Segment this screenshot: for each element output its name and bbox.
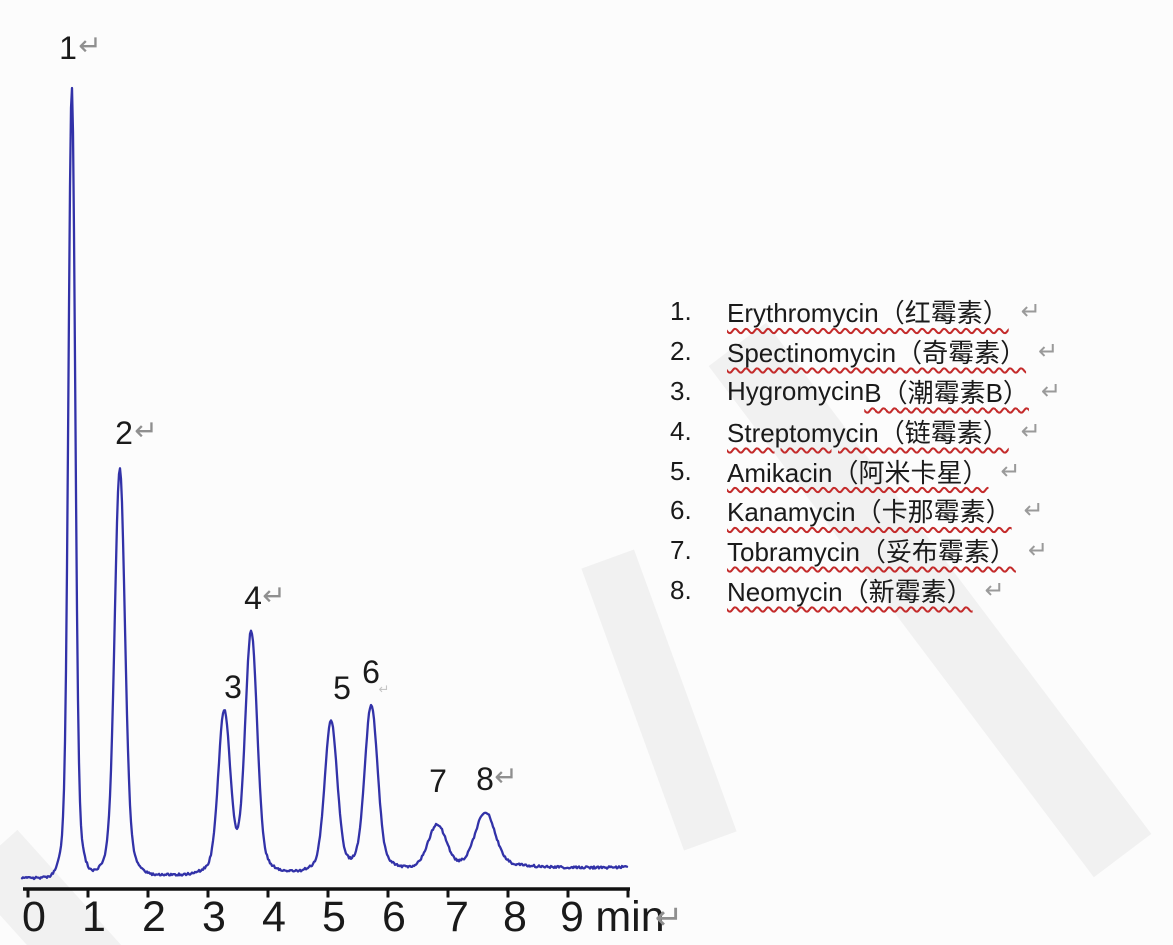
legend-item-number: 6. <box>670 495 692 526</box>
legend-item-number: 1. <box>670 296 692 327</box>
legend-item-number: 3. <box>670 375 692 406</box>
return-mark-icon: ↵ <box>984 576 1005 604</box>
legend-item-text: Spectinomycin（奇霉素） <box>727 338 1027 369</box>
x-tick-label-2: 2 <box>142 893 166 941</box>
x-tick-label-1: 1 <box>82 893 106 941</box>
x-tick-label-0: 0 <box>22 893 46 941</box>
return-mark-icon: ↵ <box>1038 338 1059 366</box>
x-axis-unit-label: min <box>595 893 665 941</box>
x-tick-label-7: 7 <box>445 893 469 941</box>
return-mark-icon: ↵ <box>1020 298 1041 326</box>
return-mark-icon: ↵ <box>1000 457 1021 485</box>
legend-item-5: 5. Amikacin（阿米卡星） ↵ <box>670 451 1061 491</box>
return-mark-icon: ↵ <box>262 580 286 611</box>
peak-label-5: 5 <box>333 670 351 706</box>
legend-item-number: 2. <box>670 336 692 367</box>
x-tick-label-8: 8 <box>503 893 527 941</box>
legend-item-plain-text: Hygromycin <box>727 375 865 406</box>
legend-item-number: 5. <box>670 455 692 486</box>
legend-item-7: 7. Tobramycin（妥布霉素） ↵ <box>670 531 1061 571</box>
legend-list: 1. Erythromycin（红霉素） ↵ 2. Spectinomycin（奇霉素… <box>670 292 1061 610</box>
peak-label-2: 2 <box>115 415 133 451</box>
peak-label-3: 3 <box>224 669 242 705</box>
legend-item-text: Erythromycin（红霉素） <box>727 298 1009 329</box>
peak-label-1: 1 <box>59 30 77 66</box>
legend-item-text: Streptomycin（链霉素） <box>727 417 1009 448</box>
return-mark-icon: ↵ <box>1020 417 1041 445</box>
return-mark-icon: ↵ <box>134 415 158 446</box>
x-tick-label-3: 3 <box>202 893 226 941</box>
return-mark-icon: ↵ <box>378 681 390 697</box>
legend-item-text: B（潮霉素B） <box>864 377 1029 408</box>
chromatogram-trace <box>20 86 629 881</box>
legend-item-number: 8. <box>670 574 692 605</box>
x-tick-label-5: 5 <box>322 893 346 941</box>
return-mark-icon: ↵ <box>494 761 518 792</box>
legend-item-text: Amikacin（阿米卡星） <box>727 457 989 488</box>
peak-label-6: 6 <box>362 654 380 690</box>
legend-item-4: 4. Streptomycin（链霉素） ↵ <box>670 411 1061 451</box>
legend-item-number: 7. <box>670 535 692 566</box>
x-axis-ticks <box>26 889 630 898</box>
legend-item-8: 8. Neomycin（新霉素） ↵ <box>670 571 1061 611</box>
return-mark-icon: ↵ <box>78 30 102 61</box>
legend-item-text: Kanamycin（卡那霉素） <box>727 497 1012 528</box>
return-mark-icon: ↵ <box>1027 537 1049 565</box>
legend-item-2: 2. Spectinomycin（奇霉素） ↵ <box>670 332 1061 372</box>
legend-item-text: Tobramycin（妥布霉素） <box>727 537 1016 568</box>
peak-label-7: 7 <box>429 763 447 799</box>
return-mark-icon: ↵ <box>1023 497 1044 525</box>
legend-item-number: 4. <box>670 415 692 446</box>
return-mark-icon: ↵ <box>654 899 684 937</box>
legend-item-1: 1. Erythromycin（红霉素） ↵ <box>670 292 1061 332</box>
return-mark-icon: ↵ <box>1040 377 1062 405</box>
legend-item-6: 6. Kanamycin（卡那霉素） ↵ <box>670 491 1061 531</box>
x-tick-label-4: 4 <box>262 893 286 941</box>
peak-label-8: 8 <box>476 761 494 797</box>
legend-item-3: 3. Hygromycin B（潮霉素B） ↵ <box>670 372 1061 412</box>
legend-item-text: Neomycin（新霉素） <box>727 576 973 607</box>
peak-label-4: 4 <box>244 580 262 616</box>
x-tick-label-6: 6 <box>382 893 406 941</box>
x-tick-label-9: 9 <box>560 893 584 941</box>
